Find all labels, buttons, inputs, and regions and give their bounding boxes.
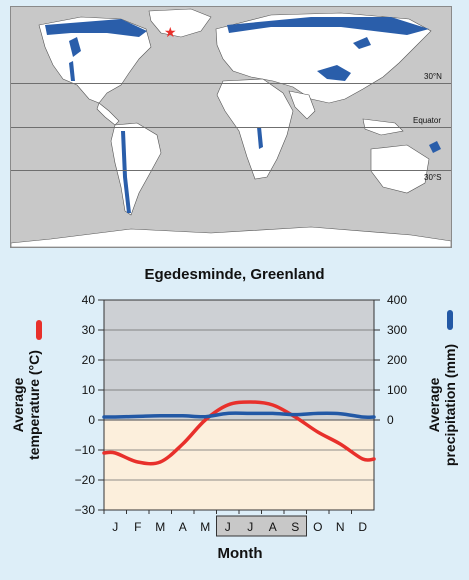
lat-line-equator: [11, 127, 451, 128]
x-tick-label: F: [134, 520, 141, 534]
precipitation-line: [102, 411, 376, 419]
x-tick-label: A: [269, 520, 277, 534]
y-right-tick-label: 100: [387, 383, 407, 397]
y-left-tick-label: −20: [75, 473, 96, 487]
y-left-tick-label: −30: [75, 503, 96, 517]
lat-label-equator: Equator: [413, 116, 442, 125]
y-right-tick-label: 0: [387, 413, 394, 427]
y-right-tick-label: 200: [387, 353, 407, 367]
y-left-tick-label: 0: [88, 413, 95, 427]
x-tick-label: S: [291, 520, 299, 534]
x-tick-label: J: [247, 520, 253, 534]
summer-months-highlight: [216, 515, 307, 537]
lat-line-30s: [11, 170, 451, 171]
temperature-line: [102, 400, 376, 466]
world-map: ★ 30°N Equator 30°S: [10, 6, 452, 248]
plot-area-below-zero: [104, 420, 374, 510]
x-tick-label: J: [112, 520, 118, 534]
y-left-tick-label: 30: [82, 323, 96, 337]
y-left-tick-label: 10: [82, 383, 96, 397]
precipitation-legend-swatch: [447, 310, 453, 330]
y-left-tick-label: 20: [82, 353, 96, 367]
y-right-tick-label: 300: [387, 323, 407, 337]
lat-line-30n: [11, 83, 451, 84]
lat-label-30n: 30°N: [424, 72, 442, 81]
x-tick-label: N: [336, 520, 345, 534]
x-tick-label: A: [179, 520, 187, 534]
world-map-drawing: ★: [11, 8, 451, 247]
x-tick-label: J: [225, 520, 231, 534]
y-left-tick-label: −10: [75, 443, 96, 457]
temperature-legend-swatch: [36, 320, 42, 340]
y-left-tick-label: 40: [82, 293, 96, 307]
x-tick-label: O: [313, 520, 322, 534]
x-tick-label: D: [358, 520, 367, 534]
location-star-icon: ★: [164, 24, 177, 40]
lat-label-30s: 30°S: [424, 173, 442, 182]
x-tick-label: M: [155, 520, 165, 534]
y-right-tick-label: 400: [387, 293, 407, 307]
x-tick-label: M: [200, 520, 210, 534]
chart-title: Egedesminde, Greenland: [144, 266, 325, 283]
x-axis-label: Month: [217, 545, 263, 562]
